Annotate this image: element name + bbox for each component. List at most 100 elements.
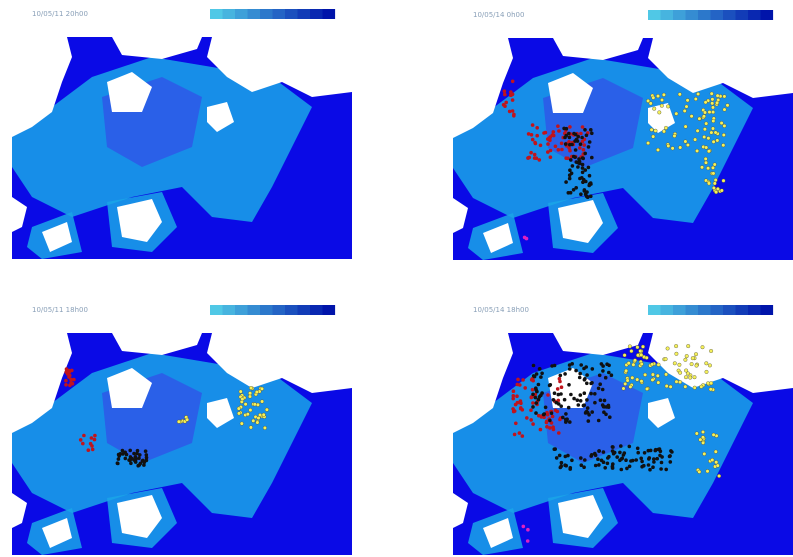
drifter-particle <box>703 111 707 115</box>
drifter-particle <box>660 104 664 108</box>
drifter-particle <box>587 145 591 149</box>
panel-timestamp: 10/05/14 0h00 <box>473 11 524 19</box>
drifter-particle <box>581 125 585 129</box>
drifter-particle <box>538 367 542 371</box>
drifter-particle <box>560 142 564 146</box>
drifter-particle <box>626 379 630 383</box>
drifter-particle <box>658 111 662 115</box>
drifter-particle <box>704 161 708 165</box>
drifter-particle <box>582 404 586 408</box>
drifter-particle <box>139 462 143 466</box>
drifter-particle <box>669 385 673 389</box>
drifter-particle <box>556 387 560 391</box>
colorbar-swatch <box>273 305 286 315</box>
drifter-particle <box>708 110 712 114</box>
drifter-particle <box>662 130 666 134</box>
drifter-particle <box>255 390 259 394</box>
colorbar-swatch <box>748 10 761 20</box>
drifter-particle <box>572 132 576 136</box>
colorbar-swatch <box>260 305 273 315</box>
drifter-particle <box>568 143 572 147</box>
drifter-particle <box>568 420 572 424</box>
drifter-particle <box>602 405 606 409</box>
drifter-particle <box>704 146 708 150</box>
drifter-particle <box>596 457 600 461</box>
drifter-particle <box>576 165 580 169</box>
drifter-particle <box>585 382 589 386</box>
drifter-particle <box>710 92 714 96</box>
drifter-particle <box>629 459 633 463</box>
drifter-particle <box>660 461 664 465</box>
drifter-particle <box>583 391 587 395</box>
drifter-particle <box>669 460 673 464</box>
drifter-particle <box>714 450 718 454</box>
drifter-particle <box>546 137 550 141</box>
drifter-particle <box>572 397 576 401</box>
drifter-particle <box>707 149 711 153</box>
drifter-particle <box>720 121 724 125</box>
colorbar-swatch <box>711 10 724 20</box>
drifter-particle <box>705 370 709 374</box>
drifter-particle <box>639 457 643 461</box>
drifter-particle <box>127 458 131 462</box>
drifter-particle <box>647 463 651 467</box>
drifter-particle <box>537 398 541 402</box>
drifter-particle <box>713 163 717 167</box>
drifter-particle <box>586 195 590 199</box>
drifter-particle <box>557 129 561 133</box>
drifter-particle <box>81 442 85 446</box>
drifter-particle <box>693 138 697 142</box>
drifter-particle <box>673 362 677 366</box>
drifter-particle <box>603 399 607 403</box>
drifter-particle <box>723 124 727 128</box>
drifter-particle <box>531 138 535 142</box>
drifter-particle <box>555 456 559 460</box>
drifter-particle <box>613 451 617 455</box>
drifter-particle <box>560 148 564 152</box>
drifter-particle <box>551 415 555 419</box>
drifter-particle <box>539 144 543 148</box>
colorbar-swatch <box>711 305 724 315</box>
drifter-particle <box>560 385 564 389</box>
drifter-particle <box>611 445 615 449</box>
panel-timestamp: 10/05/14 18h00 <box>473 306 529 314</box>
drifter-particle <box>664 357 668 361</box>
drifter-particle <box>636 345 640 349</box>
drifter-particle <box>645 356 649 360</box>
drifter-particle <box>694 352 698 356</box>
drifter-particle <box>546 393 550 397</box>
drifter-particle <box>590 132 594 136</box>
drifter-particle <box>693 375 697 379</box>
drifter-particle <box>704 101 708 105</box>
drifter-particle <box>512 389 516 393</box>
drifter-particle <box>535 390 539 394</box>
drifter-particle <box>575 160 579 164</box>
drifter-particle <box>64 370 68 374</box>
drifter-particle <box>568 177 572 181</box>
drifter-particle <box>514 403 518 407</box>
drifter-particle <box>515 394 519 398</box>
drifter-particle <box>564 142 568 146</box>
drifter-particle <box>712 186 716 190</box>
drifter-particle <box>509 93 513 97</box>
drifter-particle <box>702 135 706 139</box>
drifter-particle <box>134 455 138 459</box>
drifter-particle <box>668 455 672 459</box>
drifter-particle <box>709 381 713 385</box>
drifter-particle <box>531 401 535 405</box>
drifter-particle <box>561 416 565 420</box>
drifter-particle <box>601 369 605 373</box>
drifter-particle <box>686 344 690 348</box>
colorbar-swatch <box>673 10 686 20</box>
drifter-particle <box>648 468 652 472</box>
drifter-particle <box>640 362 644 366</box>
colorbar-swatch <box>661 305 674 315</box>
drifter-particle <box>535 372 539 376</box>
drifter-particle <box>574 148 578 152</box>
colorbar-swatch <box>298 9 311 19</box>
drifter-particle <box>604 376 608 380</box>
drifter-particle <box>521 378 525 382</box>
drifter-particle <box>144 449 148 453</box>
colorbar-swatch <box>648 10 661 20</box>
drifter-particle <box>675 380 679 384</box>
